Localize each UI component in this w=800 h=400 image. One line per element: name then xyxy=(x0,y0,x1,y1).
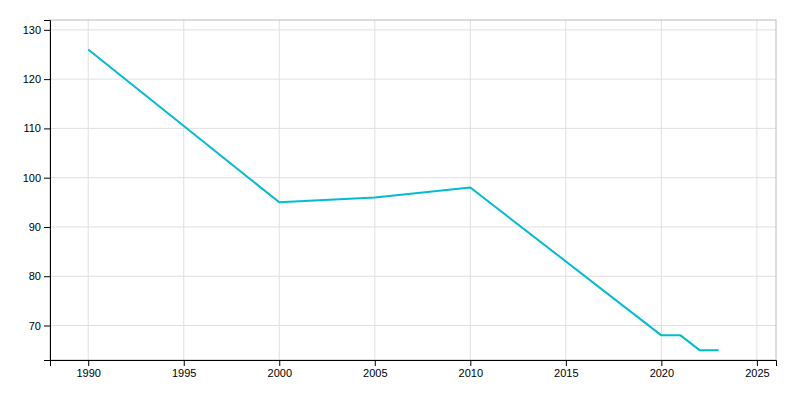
y-axis-tick-label: 120 xyxy=(23,73,41,85)
y-axis-tick: 120 xyxy=(23,73,50,85)
grid-line-x xyxy=(279,20,280,360)
x-axis-line xyxy=(51,361,777,367)
x-axis-tick-label: 2000 xyxy=(268,367,292,379)
grid-line-x xyxy=(661,20,662,360)
x-axis-tick-mark xyxy=(88,360,89,366)
line xyxy=(88,50,718,351)
y-axis-tick-mark xyxy=(44,30,50,31)
y-axis-tick: 100 xyxy=(23,172,50,184)
y-axis-tick-label: 70 xyxy=(29,320,41,332)
x-axis-tick-mark xyxy=(279,360,280,366)
x-axis-tick-label: 1995 xyxy=(172,367,196,379)
y-axis-tick-label: 130 xyxy=(23,24,41,36)
y-axis-tick-mark xyxy=(44,128,50,129)
grid-line-y xyxy=(50,128,776,129)
y-axis-tick-mark xyxy=(44,326,50,327)
y-axis-tick: 90 xyxy=(29,221,50,233)
y-axis: 70 80 90 100 110 120 130 xyxy=(23,21,51,361)
x-axis-tick-label: 2005 xyxy=(363,367,387,379)
y-axis-tick-label: 90 xyxy=(29,221,41,233)
y-axis-tick: 110 xyxy=(23,122,50,134)
y-axis-tick: 130 xyxy=(23,24,50,36)
x-axis-tick: 1990 xyxy=(76,360,100,379)
x-axis-tick-mark xyxy=(470,360,471,366)
grid-line-y xyxy=(50,325,776,326)
x-axis-tick-mark xyxy=(661,360,662,366)
grid-line-y xyxy=(50,79,776,80)
grid-line-x xyxy=(374,20,375,360)
x-axis-tick-label: 2020 xyxy=(650,367,674,379)
grid-line-x xyxy=(470,20,471,360)
grid-line-x xyxy=(88,20,89,360)
y-axis-tick-mark xyxy=(44,79,50,80)
grid-line-x xyxy=(756,20,757,360)
x-axis-tick: 2010 xyxy=(459,360,483,379)
x-axis-tick: 2000 xyxy=(268,360,292,379)
x-axis-tick: 2020 xyxy=(650,360,674,379)
marks xyxy=(88,50,718,351)
y-axis-tick-label: 110 xyxy=(23,122,41,134)
x-axis-tick: 2005 xyxy=(363,360,387,379)
x-axis-tick-mark xyxy=(184,360,185,366)
grid-line-x xyxy=(565,20,566,360)
y-axis-tick-mark xyxy=(44,178,50,179)
grid xyxy=(50,20,776,360)
grid-line-y xyxy=(50,177,776,178)
x-axis-tick-label: 2025 xyxy=(745,367,769,379)
chart-container: 1990 1995 2000 2005 2010 2015 2020 2025 70 80 90 10… xyxy=(0,0,800,400)
y-axis-tick-mark xyxy=(44,276,50,277)
y-axis-tick-label: 80 xyxy=(29,270,41,282)
x-axis-tick-label: 1990 xyxy=(76,367,100,379)
y-axis-tick-label: 100 xyxy=(23,172,41,184)
x-axis-tick: 2015 xyxy=(554,360,578,379)
x-axis-tick-mark xyxy=(757,360,758,366)
x-axis-tick-label: 2010 xyxy=(459,367,483,379)
x-axis-tick: 1995 xyxy=(172,360,196,379)
x-axis-tick-mark xyxy=(566,360,567,366)
grid-line-y xyxy=(50,226,776,227)
y-axis-tick: 80 xyxy=(29,270,50,282)
y-axis-line xyxy=(44,21,51,361)
grid-line-y xyxy=(50,276,776,277)
x-axis-tick: 2025 xyxy=(745,360,769,379)
x-axis-tick-label: 2015 xyxy=(554,367,578,379)
y-axis-tick: 70 xyxy=(29,320,50,332)
grid-line-y xyxy=(50,29,776,30)
x-axis-tick-mark xyxy=(375,360,376,366)
grid-line-x xyxy=(183,20,184,360)
plot: 1990 1995 2000 2005 2010 2015 2020 2025 70 80 90 10… xyxy=(23,20,777,379)
y-axis-tick-mark xyxy=(44,227,50,228)
x-axis: 1990 1995 2000 2005 2010 2015 2020 2025 xyxy=(51,360,777,379)
plot-frame xyxy=(50,20,776,360)
chart-svg: 1990 1995 2000 2005 2010 2015 2020 2025 70 80 90 10… xyxy=(0,0,800,400)
